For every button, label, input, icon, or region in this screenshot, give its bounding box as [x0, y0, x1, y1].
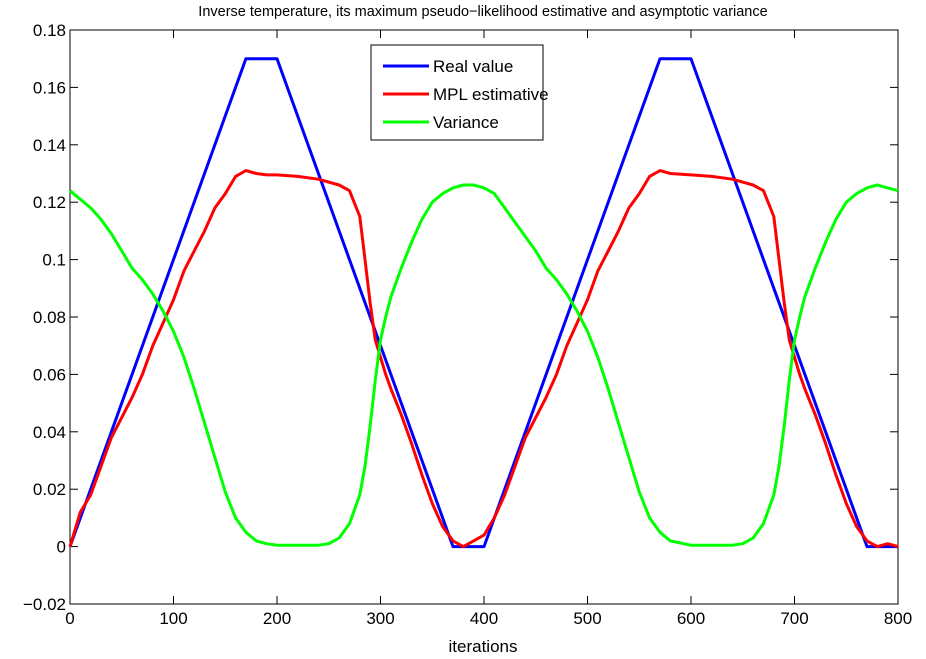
y-tick-label: 0 [57, 538, 66, 557]
y-tick-label: 0.14 [33, 136, 66, 155]
x-tick-label: 400 [470, 609, 498, 628]
y-tick-label: 0.18 [33, 21, 66, 40]
x-tick-label: 100 [159, 609, 187, 628]
x-tick-label: 0 [65, 609, 74, 628]
x-tick-label: 200 [263, 609, 291, 628]
y-tick-label: −0.02 [23, 595, 66, 614]
x-tick-label: 300 [366, 609, 394, 628]
x-tick-label: 800 [884, 609, 912, 628]
x-tick-label: 500 [573, 609, 601, 628]
mpl-estimative-line [68, 169, 899, 549]
y-tick-label: 0.12 [33, 193, 66, 212]
legend: Real value MPL estimative Variance [370, 44, 549, 141]
y-tick-label: 0.1 [42, 251, 66, 270]
x-tick-label: 700 [780, 609, 808, 628]
y-tick-label: 0.04 [33, 423, 66, 442]
legend-label: Real value [433, 57, 513, 76]
chart-title: Inverse temperature, its maximum pseudo−… [198, 4, 767, 20]
y-tick-label: 0.06 [33, 365, 66, 384]
y-tick-label: 0.16 [33, 78, 66, 97]
x-axis-label: iterations [449, 637, 518, 656]
x-tick-label: 600 [677, 609, 705, 628]
series-lines [68, 57, 899, 549]
y-tick-label: 0.08 [33, 308, 66, 327]
real-value-line [68, 57, 898, 549]
axis-ticks: 0 100 200 300 400 500 600 700 800−0.0200.020.040… [23, 21, 912, 628]
legend-label: MPL estimative [433, 85, 549, 104]
y-tick-label: 0.02 [33, 480, 66, 499]
legend-label: Variance [433, 113, 499, 132]
variance-line [69, 183, 899, 547]
